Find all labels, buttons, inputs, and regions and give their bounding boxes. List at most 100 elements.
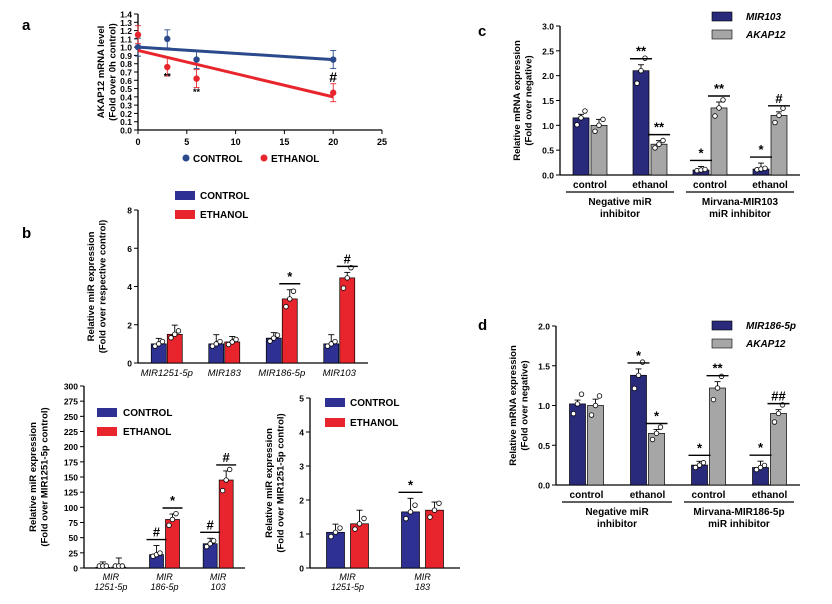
data-point	[340, 285, 347, 291]
y-tick-label: 25	[69, 548, 79, 558]
y-tick-label: 3	[299, 462, 304, 472]
data-point-control	[134, 43, 142, 51]
y-tick-label: 75	[69, 518, 79, 528]
data-point	[570, 410, 577, 417]
data-point	[714, 385, 721, 391]
category-label: ethanol	[752, 490, 788, 501]
significance-mark: #	[207, 517, 215, 532]
y-tick-label: 1.0	[120, 43, 132, 53]
y-tick-label: 6	[127, 244, 132, 254]
y-tick-label: 175	[64, 457, 78, 467]
data-point	[226, 466, 233, 473]
significance-mark: #	[223, 450, 231, 465]
significance-mark: #	[775, 91, 783, 106]
y-tick-label: 0.3	[120, 101, 132, 111]
significance-mark: *	[287, 269, 293, 284]
data-point	[175, 328, 182, 334]
data-point	[217, 338, 223, 345]
legend-swatch-control	[175, 191, 195, 200]
legend-swatch-ethanol	[97, 427, 117, 436]
data-point	[274, 332, 281, 338]
y-tick-label: 8	[127, 206, 132, 216]
bar-akap12	[709, 387, 726, 486]
legend-label-akap12: AKAP12	[745, 30, 786, 41]
chart-c: 0.0 0.5 1.0 1.5 2.0 2.5 3.0 Relative mRNA expre…	[512, 11, 800, 220]
category-label: 186-5p	[150, 582, 178, 592]
data-point	[119, 563, 126, 569]
data-point	[716, 105, 722, 111]
category-label: control	[570, 490, 604, 501]
data-point	[328, 341, 334, 347]
legend-label-control: CONTROL	[200, 191, 249, 202]
data-point	[332, 529, 339, 535]
y-axis-label: Relative miR expression	[28, 422, 39, 532]
data-point	[168, 335, 174, 341]
group-label: miR inhibitor	[709, 209, 771, 220]
data-point	[173, 510, 179, 517]
y-tick-label: 0	[127, 359, 132, 369]
y-tick-label: 0.2	[120, 109, 132, 119]
legend-label-control: CONTROL	[350, 398, 399, 409]
data-point	[574, 122, 580, 128]
data-point	[638, 67, 644, 74]
y-tick-label: 0	[73, 564, 78, 574]
x-tick-label: 5	[184, 137, 189, 147]
data-point	[578, 391, 585, 397]
y-axis-label: (Fold over MIR1251-5p control)	[276, 413, 287, 552]
bar-akap12	[587, 405, 604, 486]
legend-label-ethanol: ETHANOL	[271, 154, 319, 165]
category-label: ethanol	[632, 180, 668, 191]
data-point	[210, 538, 217, 544]
data-point	[324, 343, 331, 349]
data-point-ethanol	[330, 89, 337, 96]
y-axis-label: Relative miR expression	[264, 428, 275, 538]
significance-mark: *	[636, 348, 642, 363]
trend-line-control	[137, 45, 334, 62]
data-point	[712, 113, 718, 119]
y-axis-label: Relative mRNA expression	[512, 40, 523, 161]
category-label: MIR	[414, 572, 431, 582]
data-point-control	[330, 56, 337, 63]
group-label: Mirvana-MIR186-5p	[693, 507, 784, 518]
y-tick-label: 250	[64, 412, 78, 422]
data-point	[344, 275, 350, 281]
y-axis-label: Relative miR expression	[86, 231, 97, 341]
y-tick-label: 0.7	[120, 68, 132, 78]
data-point	[157, 550, 163, 556]
y-tick-label: 4	[127, 282, 132, 292]
y-tick-label: 150	[64, 473, 78, 483]
data-point	[403, 515, 409, 522]
data-point	[213, 341, 219, 347]
category-label: MIR186-5p	[258, 368, 305, 379]
data-point-ethanol	[134, 31, 142, 38]
data-point	[653, 430, 660, 437]
category-label: control	[692, 490, 726, 501]
data-point	[720, 97, 726, 103]
data-point	[166, 522, 172, 528]
category-label: MIR103	[323, 368, 357, 379]
y-tick-label: 0	[299, 564, 304, 574]
y-tick-label: 1.0	[538, 401, 550, 411]
legend-marker-control	[182, 154, 190, 162]
y-axis-label: (Fold over negative)	[524, 55, 535, 145]
y-tick-label: 2.5	[542, 46, 554, 56]
chart-d: 0.0 0.5 1.0 1.5 2.0 Relative mRNA expression(…	[508, 320, 800, 530]
y-tick-label: 300	[64, 382, 78, 392]
data-point	[412, 502, 418, 508]
data-point	[776, 112, 782, 119]
category-label: MIR1251-5p	[141, 368, 193, 379]
y-tick-label: 275	[64, 397, 78, 407]
y-tick-label: 1.2	[120, 26, 132, 36]
y-tick-label: 1.1	[120, 34, 132, 44]
y-axis-label: AKAP12 mRNA level	[96, 26, 107, 119]
data-point	[757, 464, 764, 471]
category-label: MIR	[156, 572, 173, 582]
data-point	[775, 410, 782, 417]
data-point-control	[193, 56, 200, 63]
chart-b1: 0 2 4 6 8 Relative miR expression (Fold over r…	[86, 191, 368, 379]
data-point	[780, 105, 786, 111]
bar-mir103	[632, 70, 650, 176]
data-point	[600, 116, 606, 123]
y-tick-label: 0.5	[120, 84, 132, 94]
y-tick-label: 1.5	[542, 96, 554, 106]
